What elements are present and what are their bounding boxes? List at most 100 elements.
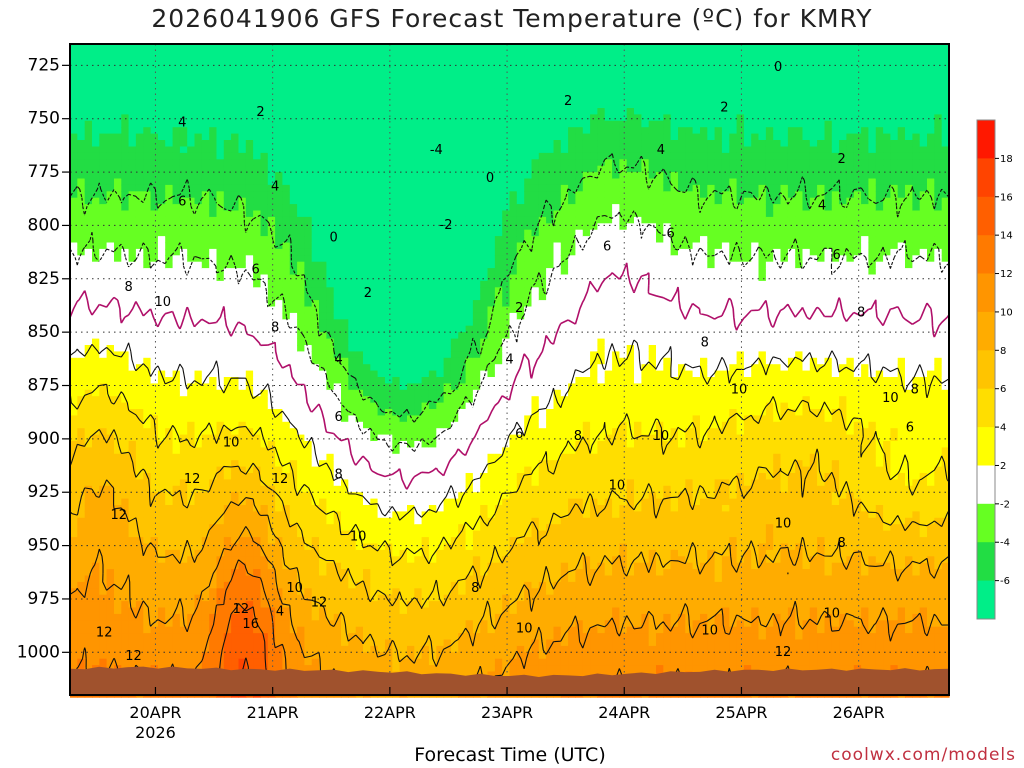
fill-cell (407, 556, 415, 564)
fill-cell (223, 268, 232, 276)
fill-cell (165, 364, 174, 372)
fill-cell (121, 402, 130, 410)
fill-cell (282, 50, 291, 58)
fill-cell (114, 140, 122, 147)
fill-cell (326, 76, 335, 83)
fill-cell (187, 409, 196, 416)
fill-cell (114, 325, 122, 333)
fill-cell (92, 184, 100, 192)
fill-cell (231, 101, 239, 109)
fill-cell (399, 108, 408, 115)
fill-cell (165, 274, 174, 282)
fill-cell (128, 601, 137, 609)
fill-cell (216, 197, 225, 205)
fill-cell (172, 152, 181, 160)
fill-cell (399, 396, 408, 404)
fill-cell (311, 280, 320, 288)
fill-cell (363, 127, 371, 135)
fill-cell (319, 569, 327, 577)
fill-cell (311, 351, 320, 359)
fill-cell (297, 274, 305, 282)
fill-cell (238, 428, 247, 436)
fill-cell (179, 82, 188, 90)
fill-cell (84, 229, 93, 237)
fill-cell (77, 517, 86, 525)
fill-cell (289, 325, 298, 333)
fill-cell (143, 127, 152, 135)
fill-cell (377, 658, 386, 666)
fill-cell (260, 658, 269, 666)
fill-cell (260, 50, 269, 58)
fill-cell (333, 255, 342, 263)
fill-cell (260, 184, 269, 192)
fill-cell (414, 293, 423, 301)
fill-cell (172, 159, 181, 167)
fill-cell (289, 306, 298, 314)
fill-cell (99, 133, 108, 141)
fill-cell (421, 120, 430, 128)
fill-cell (341, 601, 349, 609)
fill-cell (399, 345, 408, 352)
fill-cell (253, 517, 261, 525)
fill-cell (165, 345, 174, 352)
fill-cell (370, 466, 379, 474)
fill-cell (201, 447, 210, 455)
fill-cell (414, 543, 423, 551)
fill-cell (245, 210, 254, 218)
fill-cell (77, 120, 86, 128)
fill-cell (392, 492, 401, 500)
fill-cell (399, 133, 408, 141)
fill-cell (77, 402, 86, 410)
fill-cell (179, 319, 188, 327)
fill-cell (407, 300, 415, 308)
fill-cell (399, 441, 408, 448)
fill-cell (231, 44, 239, 51)
fill-cell (348, 261, 357, 269)
fill-cell (201, 524, 210, 532)
fill-cell (157, 588, 166, 596)
fill-cell (407, 505, 415, 512)
fill-cell (216, 287, 225, 295)
fill-cell (121, 152, 130, 160)
fill-cell (385, 178, 393, 186)
fill-cell (319, 594, 327, 602)
fill-cell (172, 409, 181, 416)
fill-cell (333, 108, 342, 115)
fill-cell (216, 204, 225, 212)
fill-cell (421, 626, 430, 634)
fill-cell (370, 645, 379, 653)
fill-cell (304, 236, 313, 244)
fill-cell (399, 620, 408, 628)
fill-cell (209, 389, 218, 397)
fill-cell (385, 581, 393, 589)
fill-cell (363, 421, 371, 429)
fill-cell (355, 601, 364, 609)
fill-cell (370, 613, 379, 621)
fill-cell (114, 357, 122, 365)
fill-cell (128, 569, 137, 577)
fill-cell (370, 505, 379, 512)
fill-cell (238, 441, 247, 448)
fill-cell (223, 236, 232, 244)
fill-cell (172, 517, 181, 525)
fill-cell (370, 511, 379, 519)
fill-cell (304, 633, 313, 641)
fill-cell (99, 517, 108, 525)
fill-cell (77, 69, 86, 77)
fill-cell (172, 229, 181, 237)
fill-cell (377, 184, 386, 192)
fill-cell (385, 95, 393, 103)
fill-cell (421, 498, 430, 506)
fill-cell (245, 229, 254, 237)
fill-cell (333, 242, 342, 250)
fill-cell (135, 588, 144, 596)
fill-cell (399, 524, 408, 532)
fill-cell (319, 255, 327, 263)
fill-cell (179, 402, 188, 410)
fill-cell (311, 402, 320, 410)
fill-cell (216, 274, 225, 282)
fill-cell (399, 434, 408, 442)
fill-cell (370, 63, 379, 71)
fill-cell (245, 370, 254, 378)
fill-cell (326, 140, 335, 147)
